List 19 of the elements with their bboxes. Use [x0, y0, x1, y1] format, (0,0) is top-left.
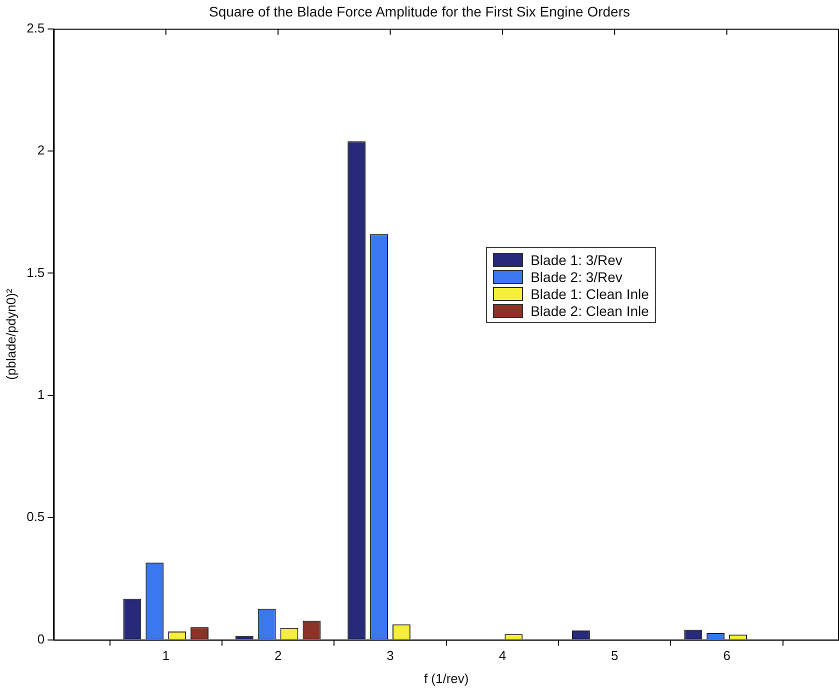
x-axis-title: f (1/rev)	[424, 670, 469, 686]
x-tick-label: 2	[274, 648, 282, 664]
legend-label: Blade 2: Clean Inle	[530, 302, 649, 319]
x-tick-label: 4	[498, 648, 506, 664]
y-tick-label: 2.5	[26, 20, 45, 36]
x-tick-label: 1	[162, 648, 170, 664]
x-tick-label: 5	[611, 648, 618, 664]
legend-label: Blade 1: Clean Inle	[530, 286, 649, 302]
chart-title: Square of the Blade Force Amplitude for the First Six Engine Orders	[209, 3, 630, 20]
y-axis-title: (pblade/pdyn0)²	[3, 288, 18, 380]
y-tick-label: 2	[37, 142, 45, 158]
y-tick-label: 1	[37, 386, 45, 402]
x-tick-label: 3	[386, 648, 394, 664]
y-tick-label: 0	[37, 631, 45, 646]
y-tick-label: 0.5	[26, 509, 45, 524]
legend-label: Blade 2: 3/Rev	[530, 268, 622, 285]
y-tick-label: 1.5	[26, 264, 45, 280]
x-tick-label: 6	[723, 648, 730, 664]
legend-label: Blade 1: 3/Rev	[530, 252, 622, 268]
